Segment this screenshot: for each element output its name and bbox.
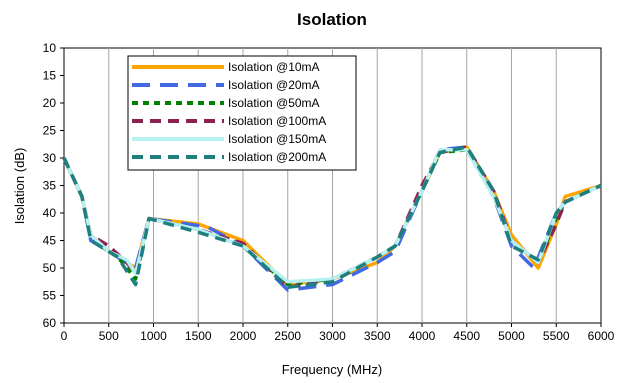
y-tick-label: 35 <box>43 179 57 193</box>
legend-label: Isolation @20mA <box>228 78 320 92</box>
x-axis: 0 500 1000 1500 2000 2500 3000 3500 4000 4500 5000… <box>61 323 615 343</box>
y-tick-label: 55 <box>43 289 57 303</box>
y-tick-label: 15 <box>43 69 57 83</box>
legend-box <box>127 55 357 171</box>
legend-label: Isolation @10mA <box>228 60 320 74</box>
x-tick-label: 2000 <box>230 329 257 343</box>
y-tick-label: 25 <box>43 124 57 138</box>
chart-title: Isolation <box>297 10 367 29</box>
x-tick-label: 6000 <box>588 329 615 343</box>
x-tick-label: 500 <box>99 329 119 343</box>
x-tick-label: 4500 <box>453 329 480 343</box>
x-tick-label: 0 <box>61 329 68 343</box>
legend: Isolation @10mA Isolation @20mA Isolation … <box>127 55 357 171</box>
legend-label: Isolation @50mA <box>228 96 320 110</box>
legend-label: Isolation @150mA <box>228 132 326 146</box>
x-tick-label: 3000 <box>319 329 346 343</box>
y-tick-label: 50 <box>43 261 57 275</box>
series-lines <box>62 145 602 292</box>
y-tick-label: 60 <box>43 316 57 330</box>
y-axis-label: Isolation (dB) <box>12 148 27 225</box>
series-line <box>62 145 602 290</box>
y-tick-label: 30 <box>43 151 57 165</box>
x-tick-label: 4000 <box>409 329 436 343</box>
legend-label: Isolation @200mA <box>228 150 326 164</box>
y-tick-label: 10 <box>43 41 57 55</box>
x-tick-label: 1000 <box>140 329 167 343</box>
x-tick-label: 1500 <box>185 329 212 343</box>
x-tick-label: 5000 <box>498 329 525 343</box>
y-axis: 10 15 20 25 30 35 40 45 50 55 60 <box>43 41 64 330</box>
x-tick-label: 3500 <box>364 329 391 343</box>
y-tick-label: 20 <box>43 96 57 110</box>
x-tick-label: 5500 <box>543 329 570 343</box>
x-tick-label: 2500 <box>274 329 301 343</box>
y-tick-label: 40 <box>43 206 57 220</box>
y-tick-label: 45 <box>43 234 57 248</box>
x-axis-label: Frequency (MHz) <box>282 362 382 377</box>
legend-label: Isolation @100mA <box>228 114 326 128</box>
